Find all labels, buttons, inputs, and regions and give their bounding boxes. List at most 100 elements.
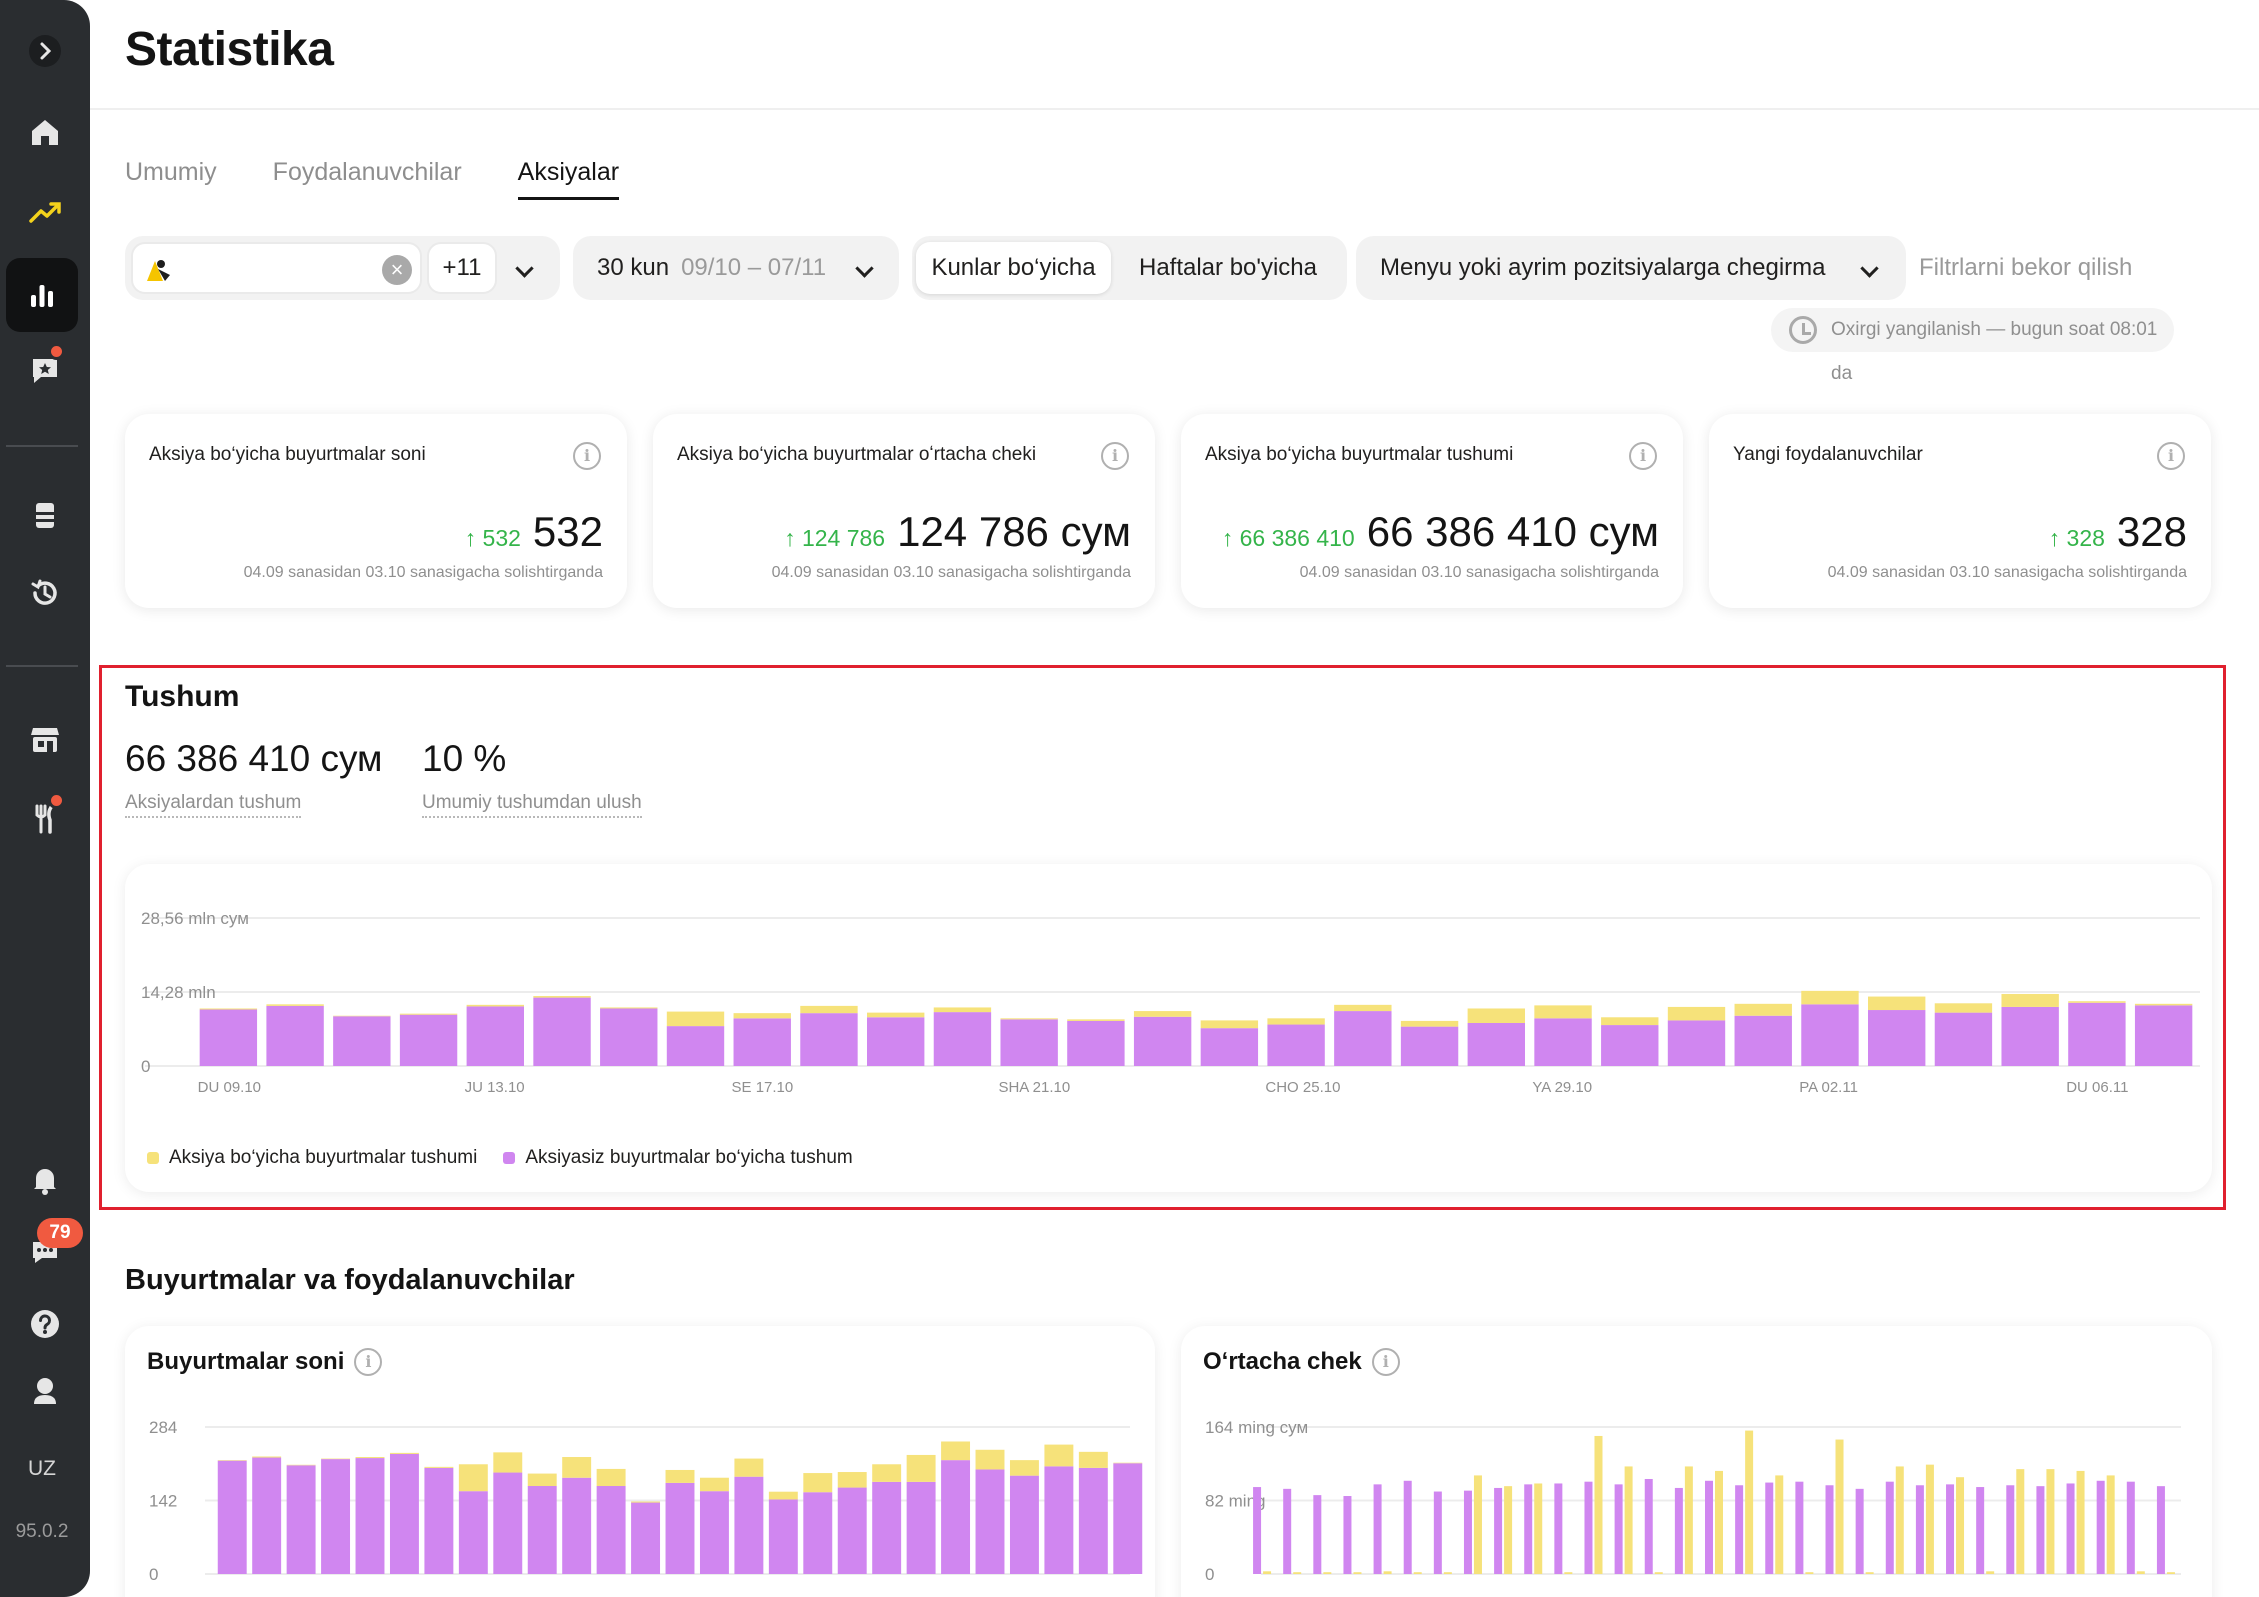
main-content: Statistika Umumiy Foydalanuvchilar Aksiy… bbox=[90, 0, 2259, 1597]
bar-promo bbox=[768, 1491, 798, 1500]
bar-nonpromo bbox=[1735, 1485, 1744, 1574]
sidebar-item-history[interactable] bbox=[0, 556, 90, 630]
info-icon[interactable]: i bbox=[2157, 442, 2185, 470]
y-tick-label: 284 bbox=[149, 1418, 177, 1437]
restaurant-logo-icon bbox=[147, 260, 170, 281]
revenue-chart[interactable]: 0 14,28 mln 28,56 mln сум DU 09.10 JU 13.10 S… bbox=[125, 864, 2212, 1134]
info-icon[interactable]: i bbox=[354, 1348, 383, 1376]
x-tick-label: DU 09.10 bbox=[198, 1079, 261, 1096]
sidebar-item-trends[interactable] bbox=[0, 175, 90, 249]
kpi-note: 04.09 sanasidan 03.10 sanasigacha solish… bbox=[1827, 564, 2187, 581]
bar-nonpromo bbox=[837, 1487, 867, 1574]
expand-button[interactable] bbox=[0, 14, 90, 88]
bar-nonpromo bbox=[803, 1492, 833, 1574]
sidebar-item-store[interactable] bbox=[0, 702, 90, 776]
kpi-delta: ↑ 532 bbox=[464, 525, 521, 551]
orders-section-title: Buyurtmalar va foydalanuvchilar bbox=[125, 1264, 575, 1296]
granularity-weeks[interactable]: Haftalar bo'yicha bbox=[1138, 254, 1317, 281]
bar-promo bbox=[1200, 1020, 1259, 1029]
bar-promo bbox=[1934, 1003, 1993, 1013]
expand-icon bbox=[29, 35, 61, 67]
promo-type-filter[interactable]: Menyu yoki ayrim pozitsiyalarga chegirma bbox=[1356, 236, 1906, 300]
sidebar-item-statistics[interactable] bbox=[6, 258, 78, 332]
restaurant-count[interactable]: +11 bbox=[427, 242, 497, 294]
granularity-days[interactable]: Kunlar bo‘yicha bbox=[916, 242, 1111, 294]
bar-nonpromo bbox=[1313, 1495, 1322, 1574]
sidebar-item-profile[interactable] bbox=[0, 1354, 90, 1428]
bar-nonpromo bbox=[768, 1499, 798, 1574]
bar-nonpromo bbox=[1524, 1484, 1533, 1574]
bar-promo bbox=[906, 1454, 936, 1482]
tab-users[interactable]: Foydalanuvchilar bbox=[272, 158, 462, 186]
bar-nonpromo bbox=[1614, 1484, 1623, 1574]
bar-nonpromo bbox=[1133, 1016, 1192, 1066]
bar-promo bbox=[1113, 1462, 1143, 1464]
bar-promo bbox=[1805, 1572, 1814, 1574]
kpi-delta: ↑ 124 786 bbox=[784, 525, 886, 551]
bar-promo bbox=[1534, 1483, 1543, 1574]
period-filter[interactable]: 30 kun 09/10 – 07/11 bbox=[573, 236, 899, 300]
restaurant-dropdown-chevron-icon[interactable] bbox=[515, 254, 534, 282]
tab-promotions[interactable]: Aksiyalar bbox=[517, 158, 620, 200]
bar-nonpromo bbox=[1000, 1019, 1058, 1066]
tab-general[interactable]: Umumiy bbox=[125, 158, 217, 186]
legend-item-promo[interactable]: Aksiya bo‘yicha buyurtmalar tushumi bbox=[147, 1147, 477, 1169]
bar-nonpromo bbox=[1855, 1488, 1864, 1574]
bar-promo bbox=[1801, 990, 1859, 1005]
sidebar-item-help[interactable] bbox=[0, 1287, 90, 1361]
bar-promo bbox=[699, 1477, 729, 1492]
bar-promo bbox=[1925, 1464, 1934, 1574]
kpi-card-revenue: Aksiya bo‘yicha buyurtmalar tushumi i ↑ … bbox=[1181, 414, 1683, 608]
restaurant-select[interactable]: × bbox=[131, 242, 422, 294]
bar-nonpromo bbox=[1433, 1491, 1442, 1574]
bar-promo bbox=[1715, 1470, 1723, 1574]
bar-nonpromo bbox=[872, 1481, 902, 1574]
period-chevron-icon bbox=[855, 254, 874, 282]
bar-promo bbox=[562, 1457, 592, 1478]
bar-nonpromo bbox=[1067, 1020, 1125, 1066]
bar-nonpromo bbox=[2066, 1483, 2075, 1574]
bar-nonpromo bbox=[596, 1486, 626, 1574]
bar-nonpromo bbox=[600, 1008, 658, 1066]
bar-promo bbox=[596, 1468, 626, 1487]
kpi-note: 04.09 sanasidan 03.10 sanasigacha solish… bbox=[1299, 564, 1659, 581]
bar-nonpromo bbox=[1334, 1011, 1392, 1066]
bar-promo bbox=[2106, 1475, 2115, 1574]
sidebar-item-notifications[interactable] bbox=[0, 1143, 90, 1217]
sidebar-item-restaurant[interactable] bbox=[0, 782, 90, 856]
sidebar-item-tablet[interactable] bbox=[0, 478, 90, 552]
bar-nonpromo bbox=[562, 1477, 592, 1574]
orders-chart[interactable]: 0 142 284 bbox=[125, 1326, 1155, 1597]
promo-revenue-label[interactable]: Aksiyalardan tushum bbox=[125, 792, 302, 818]
clear-icon[interactable]: × bbox=[382, 255, 412, 285]
revenue-share-label[interactable]: Umumiy tushumdan ulush bbox=[422, 792, 642, 818]
info-icon[interactable]: i bbox=[1629, 442, 1657, 470]
language-switch[interactable]: UZ bbox=[28, 1457, 56, 1480]
bar-promo bbox=[1624, 1466, 1633, 1574]
kpi-card-new-users: Yangi foydalanuvchilar i ↑ 328 328 04.09 … bbox=[1709, 414, 2211, 608]
kpi-title: Aksiya bo‘yicha buyurtmalar soni bbox=[149, 444, 426, 465]
bar-promo bbox=[1594, 1435, 1603, 1574]
bar-promo bbox=[1323, 1572, 1332, 1574]
promo-type-label: Menyu yoki ayrim pozitsiyalarga chegirma bbox=[1380, 254, 1826, 281]
sidebar-item-home[interactable] bbox=[0, 95, 90, 169]
reviews-notification-dot bbox=[48, 343, 65, 360]
bar-nonpromo bbox=[466, 1006, 524, 1066]
chart-legend: Aksiya bo‘yicha buyurtmalar tushumi Aksi… bbox=[147, 1147, 853, 1169]
bar-promo bbox=[600, 1007, 658, 1009]
info-icon[interactable]: i bbox=[573, 442, 601, 470]
bar-promo bbox=[1775, 1475, 1784, 1574]
sidebar-item-reviews[interactable] bbox=[0, 333, 90, 407]
bar-nonpromo bbox=[389, 1453, 419, 1574]
bar-promo bbox=[1000, 1018, 1058, 1020]
info-icon[interactable]: i bbox=[1371, 1348, 1400, 1376]
bar-promo bbox=[199, 1008, 258, 1010]
bar-nonpromo bbox=[493, 1472, 523, 1574]
avg-check-chart[interactable]: 0 82 ming 164 ming сум bbox=[1181, 1326, 2212, 1597]
reset-filters-link[interactable]: Filtrlarni bekor qilish bbox=[1919, 254, 2133, 281]
bar-nonpromo bbox=[2126, 1481, 2135, 1574]
legend-item-nonpromo[interactable]: Aksiyasiz buyurtmalar bo‘yicha tushum bbox=[503, 1147, 853, 1169]
legend-swatch bbox=[503, 1152, 516, 1164]
bar-promo bbox=[333, 1015, 391, 1017]
info-icon[interactable]: i bbox=[1101, 442, 1129, 470]
